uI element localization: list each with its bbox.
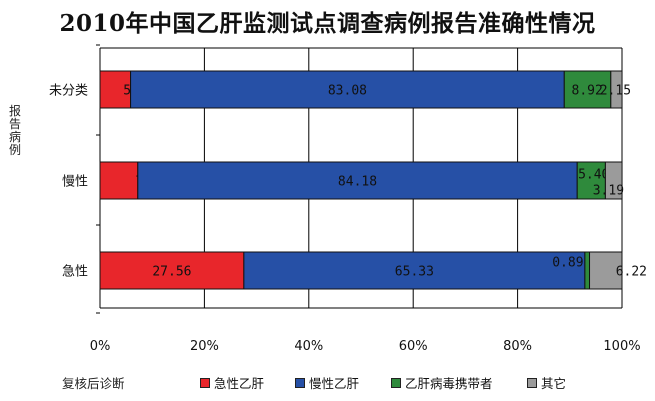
data-label-0-3: 2.15: [600, 84, 631, 99]
category-label-1: 慢性: [62, 174, 88, 190]
data-label-2-2: 0.89: [552, 256, 583, 271]
category-label-0: 未分类: [49, 84, 88, 99]
data-label-2-3: 6.22: [616, 265, 647, 280]
bar-0-2: [563, 70, 612, 109]
legend-item-acute: 急性乙肝: [200, 373, 264, 392]
bar-2-1: [243, 251, 586, 290]
legend-swatch-chronic: [295, 377, 305, 388]
bar-1-3: [604, 161, 623, 200]
category-label-2: 急性: [62, 265, 88, 280]
bar-2-2: [584, 251, 591, 290]
data-label-0-2: 8.92: [572, 84, 603, 99]
data-label-0-1: 83.08: [328, 84, 367, 99]
legend-label-carrier: 乙肝病毒携带者: [405, 376, 493, 391]
bar-0-0: [99, 70, 132, 109]
data-label-2-1: 65.33: [395, 265, 434, 280]
x-tick-label-0: 0%: [90, 339, 111, 354]
bar-2-3: [589, 251, 623, 290]
bar-0-3: [610, 70, 623, 109]
legend-label-other: 其它: [541, 376, 567, 391]
bar-1-1: [137, 161, 578, 200]
y-axis-title: 报告病例: [8, 104, 21, 157]
legend-swatch-other: [527, 377, 537, 388]
legend: 复核后诊断 急性乙肝 慢性乙肝 乙肝病毒携带者 其它: [0, 372, 655, 392]
legend-item-carrier: 乙肝病毒携带者: [391, 373, 493, 392]
x-tick-label-4: 80%: [503, 339, 532, 354]
data-label-1-3: 3.19: [593, 184, 624, 199]
legend-swatch-acute: [200, 377, 210, 388]
x-tick-label-5: 100%: [603, 339, 640, 354]
bar-0-1: [130, 70, 565, 109]
legend-swatch-carrier: [391, 377, 401, 388]
data-label-2-0: 27.56: [152, 265, 191, 280]
chart-title: 2010年中国乙肝监测试点调查病例报告准确性情况: [59, 10, 596, 37]
x-axis-title: 复核后诊断: [62, 376, 125, 391]
legend-item-chronic: 慢性乙肝: [295, 373, 359, 392]
legend-item-other: 其它: [527, 373, 566, 392]
data-label-1-2: 5.40: [578, 168, 609, 183]
x-tick-label-1: 20%: [190, 339, 219, 354]
bar-2-0: [99, 251, 245, 290]
data-label-1-1: 84.18: [338, 175, 377, 190]
legend-label-acute: 急性乙肝: [214, 376, 265, 391]
x-tick-label-2: 40%: [294, 339, 323, 354]
legend-label-chronic: 慢性乙肝: [309, 376, 360, 391]
bar-1-0: [99, 161, 139, 200]
x-tick-label-3: 60%: [399, 339, 428, 354]
stacked-bar-chart: 5.8683.088.922.15未分类7.2484.185.403.19慢性2…: [49, 44, 647, 354]
